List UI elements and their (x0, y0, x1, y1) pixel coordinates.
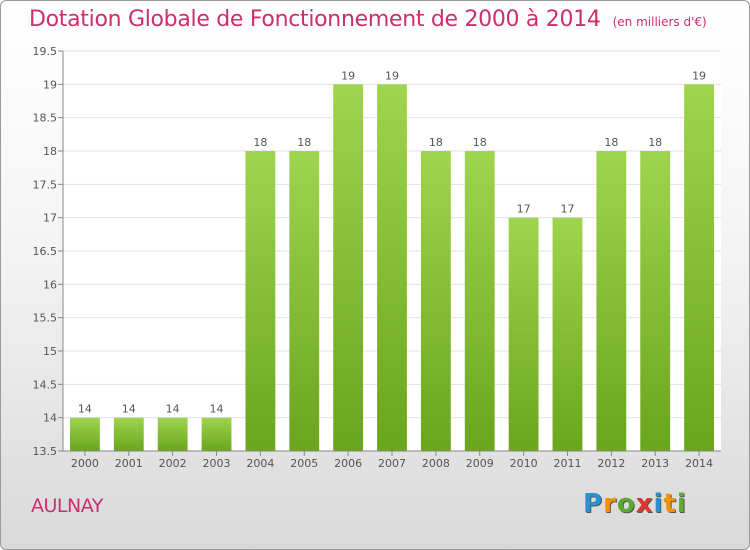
value-label-2011: 17 (560, 203, 574, 216)
logo-letter: i (653, 489, 664, 519)
value-label-2003: 14 (210, 403, 224, 416)
chart-title: Dotation Globale de Fonctionnement de 20… (29, 7, 707, 32)
y-tick-label: 14.5 (33, 378, 58, 391)
bar-2011 (552, 217, 583, 451)
x-tick-label-2009: 2009 (466, 457, 494, 470)
x-tick-label-2001: 2001 (115, 457, 143, 470)
x-tick-label-2007: 2007 (378, 457, 406, 470)
y-tick-label: 18 (43, 145, 57, 158)
x-tick-label-2004: 2004 (246, 457, 274, 470)
bar-2001 (113, 417, 144, 451)
y-tick-label: 17.5 (33, 178, 58, 191)
y-tick-label: 19.5 (33, 45, 58, 58)
y-tick-label: 15.5 (33, 312, 58, 325)
x-tick-label-2006: 2006 (334, 457, 362, 470)
y-tick-label: 16 (43, 278, 57, 291)
value-label-2007: 19 (385, 69, 399, 82)
logo-letter: o (616, 489, 636, 519)
value-label-2014: 19 (692, 69, 706, 82)
x-tick-label-2013: 2013 (641, 457, 669, 470)
x-tick-label-2002: 2002 (159, 457, 187, 470)
bar-2003 (201, 417, 232, 451)
logo-letter: t (663, 489, 677, 519)
y-tick-label: 19 (43, 78, 57, 91)
bar-2010 (508, 217, 539, 451)
x-tick-label-2000: 2000 (71, 457, 99, 470)
value-label-2010: 17 (517, 203, 531, 216)
bar-2004 (245, 151, 276, 451)
y-tick-label: 17 (43, 212, 57, 225)
value-label-2001: 14 (122, 403, 136, 416)
proxiti-logo: Proxiti (583, 489, 687, 519)
logo-letter: x (635, 489, 654, 519)
bar-2008 (420, 151, 451, 451)
x-tick-label-2011: 2011 (553, 457, 581, 470)
y-tick-label: 16.5 (33, 245, 58, 258)
x-tick-label-2010: 2010 (510, 457, 538, 470)
chart-subtitle: (en milliers d'€) (612, 15, 707, 29)
value-label-2012: 18 (604, 136, 618, 149)
value-label-2006: 19 (341, 69, 355, 82)
x-tick-label-2012: 2012 (597, 457, 625, 470)
y-tick-label: 15 (43, 345, 57, 358)
bar-2009 (464, 151, 495, 451)
bar-2014 (684, 84, 714, 451)
bar-2013 (640, 151, 671, 451)
value-label-2008: 18 (429, 136, 443, 149)
bar-2005 (289, 151, 320, 451)
logo-letter: i (676, 489, 687, 519)
x-tick-label-2014: 2014 (685, 457, 713, 470)
value-label-2013: 18 (648, 136, 662, 149)
x-tick-label-2005: 2005 (290, 457, 318, 470)
logo-letter: P (583, 489, 604, 519)
y-tick-label: 14 (43, 412, 57, 425)
bar-2012 (596, 151, 627, 451)
value-label-2000: 14 (78, 403, 92, 416)
value-label-2002: 14 (166, 403, 180, 416)
place-name: AULNAY (31, 495, 103, 517)
chart-title-text: Dotation Globale de Fonctionnement de 20… (29, 7, 601, 32)
y-tick-label: 13.5 (33, 445, 58, 458)
bar-2002 (157, 417, 188, 451)
value-label-2009: 18 (473, 136, 487, 149)
bar-2006 (333, 84, 364, 451)
x-tick-label-2008: 2008 (422, 457, 450, 470)
logo-letter: r (603, 489, 617, 519)
bar-2000 (70, 417, 100, 451)
bar-2007 (377, 84, 407, 451)
y-tick-label: 18.5 (33, 112, 58, 125)
value-label-2005: 18 (297, 136, 311, 149)
value-label-2004: 18 (253, 136, 267, 149)
x-tick-label-2003: 2003 (203, 457, 231, 470)
